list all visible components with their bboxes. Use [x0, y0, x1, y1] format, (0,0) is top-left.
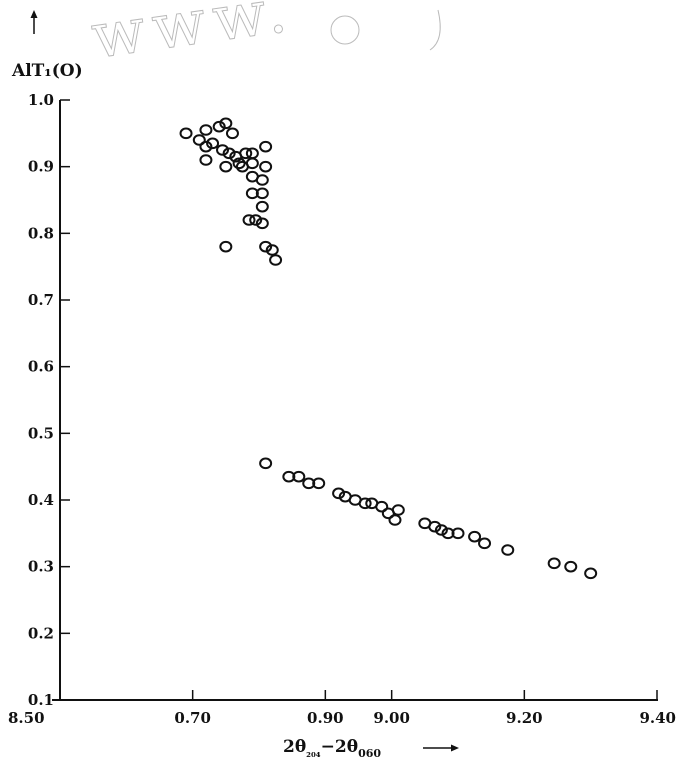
y-tick-label: 1.0	[28, 91, 54, 109]
watermark-stroke	[429, 9, 441, 51]
data-point	[478, 537, 492, 550]
data-point	[292, 470, 306, 483]
data-point	[212, 120, 226, 133]
y-tick-label: 0.9	[28, 158, 54, 176]
x-axis-label-part-2: −2θ	[321, 737, 358, 757]
data-point	[216, 144, 230, 156]
y-axis-arrow-head	[30, 10, 38, 18]
watermark: www.	[86, 0, 441, 73]
x-tick-label: 9.20	[506, 709, 543, 727]
data-point	[302, 477, 316, 490]
data-point	[219, 117, 233, 130]
data-point	[192, 134, 206, 146]
data-point	[584, 567, 598, 580]
y-ticks: 0.1 0.2 0.3 0.4 0.5 0.6 0.7 0.8 0.9 1.0	[28, 91, 70, 709]
x-axis-arrow-head	[451, 744, 459, 752]
data-point	[255, 200, 269, 213]
data-point	[255, 187, 269, 200]
data-point	[249, 214, 263, 226]
x-tick-label: 9.00	[373, 709, 410, 727]
y-tick-label: 0.4	[28, 491, 54, 509]
data-point	[179, 127, 193, 140]
x-tick-label: 9.40	[639, 709, 676, 727]
y-tick-label: 0.2	[28, 624, 54, 642]
data-point	[468, 530, 482, 543]
data-point	[282, 470, 296, 483]
x-tick-label: 8.50	[8, 709, 45, 727]
data-point	[199, 154, 213, 166]
data-point	[245, 157, 259, 170]
data-point	[259, 160, 273, 173]
data-point	[219, 240, 233, 253]
data-point	[222, 147, 236, 160]
y-tick-label: 0.8	[28, 224, 54, 242]
data-point	[255, 217, 269, 230]
data-point	[441, 527, 455, 540]
y-axis-label: AlT₁(O)	[11, 61, 83, 81]
y-tick-label: 0.7	[28, 291, 54, 309]
y-tick-label: 0.1	[28, 691, 54, 709]
x-axis-label-subscript-1: ₂₀₄	[306, 747, 321, 758]
axes	[52, 100, 658, 701]
x-ticks: 8.50 0.70 0.90 9.00 9.20 9.40	[8, 690, 676, 727]
x-axis-title: 2θ₂₀₄−2θ060	[283, 737, 459, 760]
data-point	[245, 147, 259, 160]
watermark-text: www.	[87, 0, 299, 73]
data-point	[219, 160, 233, 173]
data-point	[259, 457, 273, 470]
x-tick-label: 0.90	[307, 709, 344, 727]
data-point	[255, 174, 269, 186]
x-axis-label-part-1: 2θ	[283, 737, 306, 757]
data-point	[451, 527, 465, 540]
y-tick-label: 0.6	[28, 358, 54, 376]
data-point	[312, 477, 326, 490]
data-point	[375, 500, 389, 513]
data-point	[434, 524, 448, 536]
data-point	[242, 214, 256, 226]
x-axis-label: 2θ₂₀₄−2θ060	[283, 737, 381, 758]
data-point	[547, 557, 561, 570]
watermark-dot	[330, 15, 360, 45]
data-point	[391, 504, 405, 516]
data-point	[259, 140, 273, 153]
y-tick-label: 0.3	[28, 558, 54, 576]
data-point	[358, 497, 372, 510]
data-point	[501, 544, 515, 556]
data-point	[199, 124, 213, 136]
x-tick-label: 0.70	[174, 709, 211, 727]
data-point	[206, 137, 220, 150]
data-point	[259, 240, 273, 253]
data-point	[199, 140, 213, 153]
data-point	[428, 520, 442, 533]
data-point	[225, 127, 239, 140]
data-point	[388, 514, 402, 526]
y-tick-label: 0.5	[28, 424, 54, 442]
x-axis-label-subscript-2: 060	[358, 747, 381, 758]
y-axis-title: AlT₁(O)	[11, 10, 83, 81]
data-point	[332, 487, 346, 500]
data-point	[265, 244, 279, 256]
data-point	[564, 560, 578, 573]
data-point	[269, 254, 283, 266]
data-point	[245, 187, 259, 200]
data-points	[179, 117, 598, 580]
data-point	[239, 147, 253, 160]
